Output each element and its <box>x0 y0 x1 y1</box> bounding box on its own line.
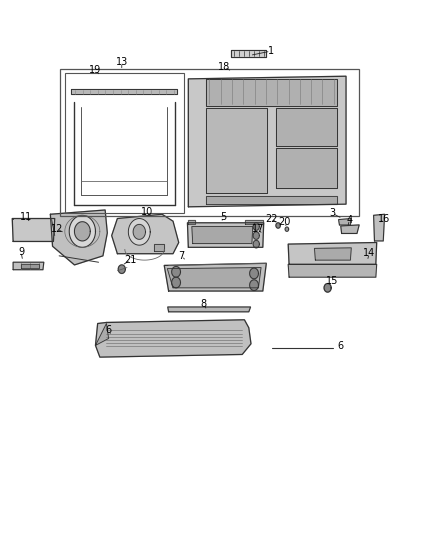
Text: 13: 13 <box>116 58 128 67</box>
Polygon shape <box>288 243 377 264</box>
Bar <box>65 73 184 213</box>
Polygon shape <box>172 277 180 288</box>
Polygon shape <box>13 262 44 270</box>
Polygon shape <box>12 219 55 241</box>
Polygon shape <box>250 280 258 290</box>
Polygon shape <box>253 223 259 230</box>
Polygon shape <box>112 214 179 254</box>
Polygon shape <box>188 76 346 207</box>
Polygon shape <box>74 222 90 241</box>
Polygon shape <box>339 219 351 225</box>
Polygon shape <box>50 210 107 265</box>
Polygon shape <box>21 264 39 268</box>
Polygon shape <box>118 265 125 273</box>
Text: 6: 6 <box>337 342 343 351</box>
Text: 16: 16 <box>378 214 390 223</box>
Polygon shape <box>95 324 109 345</box>
Text: 20: 20 <box>279 217 291 227</box>
Text: 10: 10 <box>141 207 153 216</box>
Text: 11: 11 <box>20 213 32 222</box>
Text: 7: 7 <box>179 251 185 261</box>
Polygon shape <box>285 227 289 231</box>
Text: 3: 3 <box>329 208 335 218</box>
Polygon shape <box>276 223 280 228</box>
Text: 9: 9 <box>18 247 24 256</box>
Polygon shape <box>341 225 359 233</box>
Polygon shape <box>172 266 180 277</box>
Polygon shape <box>164 263 266 291</box>
Polygon shape <box>206 79 337 106</box>
Polygon shape <box>206 196 337 204</box>
Text: 5: 5 <box>220 212 226 222</box>
Text: 17: 17 <box>252 224 265 234</box>
Polygon shape <box>69 215 95 247</box>
Polygon shape <box>276 108 337 146</box>
Polygon shape <box>253 232 259 239</box>
Text: 1: 1 <box>268 46 274 56</box>
Polygon shape <box>71 89 177 94</box>
Polygon shape <box>288 264 377 277</box>
Polygon shape <box>324 284 331 292</box>
Polygon shape <box>128 219 150 245</box>
Text: 21: 21 <box>124 255 137 265</box>
Polygon shape <box>245 220 263 224</box>
Text: 4: 4 <box>346 215 353 224</box>
Polygon shape <box>95 320 251 357</box>
Text: 14: 14 <box>363 248 375 258</box>
Polygon shape <box>374 214 385 241</box>
Text: 15: 15 <box>326 277 338 286</box>
Polygon shape <box>314 248 351 260</box>
Text: 22: 22 <box>265 214 278 223</box>
Text: 8: 8 <box>201 299 207 309</box>
Polygon shape <box>250 268 258 279</box>
Polygon shape <box>206 108 267 193</box>
Polygon shape <box>188 220 195 224</box>
Polygon shape <box>167 268 261 288</box>
Bar <box>60 69 359 216</box>
Polygon shape <box>231 50 266 57</box>
Polygon shape <box>276 148 337 188</box>
Polygon shape <box>154 244 164 251</box>
Polygon shape <box>168 307 251 312</box>
Polygon shape <box>192 227 253 244</box>
Polygon shape <box>133 224 145 239</box>
Text: 18: 18 <box>218 62 230 72</box>
Polygon shape <box>253 240 259 248</box>
Polygon shape <box>187 223 264 247</box>
Text: 19: 19 <box>89 66 102 75</box>
Text: 12: 12 <box>51 224 63 234</box>
Text: 6: 6 <box>106 326 112 335</box>
